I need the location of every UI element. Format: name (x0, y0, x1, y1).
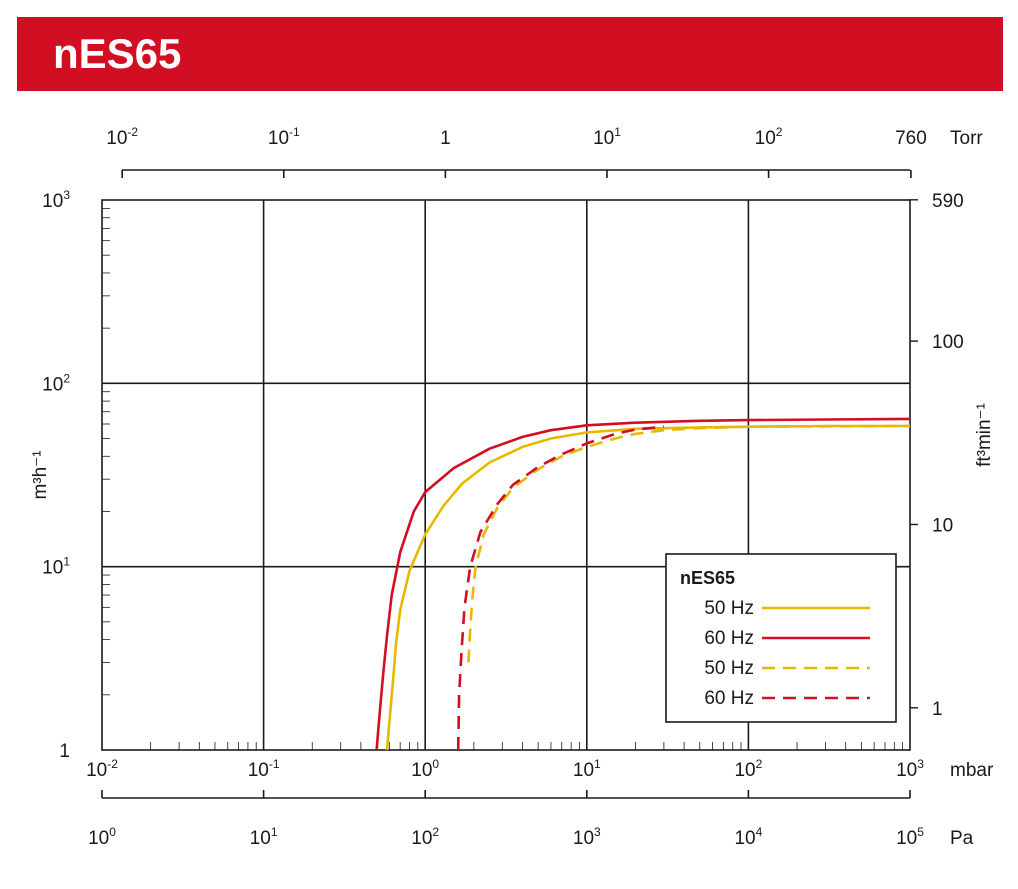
pa-scale-tick-label: 105 (896, 825, 924, 849)
right-axis-label: ft³min⁻¹ (974, 403, 995, 467)
plot-frame (101, 199, 911, 751)
pa-scale-tick-label: 102 (411, 825, 439, 849)
left-axis-tick-label: 102 (42, 371, 70, 395)
left-axis-tick-label: 103 (42, 188, 70, 212)
torr-scale-tick-label: 101 (593, 125, 621, 149)
left-axis-label: m³h⁻¹ (30, 450, 51, 499)
bottom-axis-tick-label: 100 (411, 757, 439, 781)
series-line-60hz-solid (375, 417, 910, 750)
pa-scale-unit: Pa (950, 828, 974, 849)
legend-label: 50 Hz (704, 598, 754, 619)
pa-scale-tick-label: 100 (88, 825, 116, 849)
legend-title: nES65 (680, 568, 735, 588)
bottom-axis-tick-label: 101 (573, 757, 601, 781)
pa-scale-tick-label: 101 (250, 825, 278, 849)
torr-scale-tick-label: 760 (895, 128, 927, 149)
series-line-60hz-dashed (456, 425, 665, 750)
bottom-axis-tick-label: 102 (734, 757, 762, 781)
bottom-axis-tick-label: 10-1 (248, 757, 280, 781)
right-axis-tick-label: 100 (932, 332, 964, 353)
torr-scale-tick-label: 1 (440, 128, 451, 149)
torr-scale-unit: Torr (950, 128, 983, 149)
torr-scale-tick-label: 10-2 (106, 125, 138, 149)
left-axis-tick-label: 101 (42, 555, 70, 579)
legend-label: 60 Hz (704, 688, 754, 709)
series-line-50hz-dashed (467, 424, 910, 663)
bottom-axis-tick-label: 10-2 (86, 757, 118, 781)
legend-label: 60 Hz (704, 628, 754, 649)
right-axis-tick-label: 10 (932, 515, 953, 536)
title-banner: nES65 (17, 17, 1003, 91)
pa-scale-tick-label: 103 (573, 825, 601, 849)
legend-label: 50 Hz (704, 658, 754, 679)
series-line-50hz-solid (385, 424, 910, 750)
torr-scale-tick-label: 10-1 (268, 125, 300, 149)
bottom-axis-unit: mbar (950, 760, 994, 781)
torr-scale-tick-label: 102 (755, 125, 783, 149)
right-axis-tick-label: 1 (932, 699, 943, 720)
left-axis-tick-label: 1 (59, 741, 70, 762)
right-axis-tick-label: 590 (932, 191, 964, 212)
bottom-axis-tick-label: 103 (896, 757, 924, 781)
pa-scale-tick-label: 104 (734, 825, 762, 849)
page-title: nES65 (53, 30, 182, 77)
